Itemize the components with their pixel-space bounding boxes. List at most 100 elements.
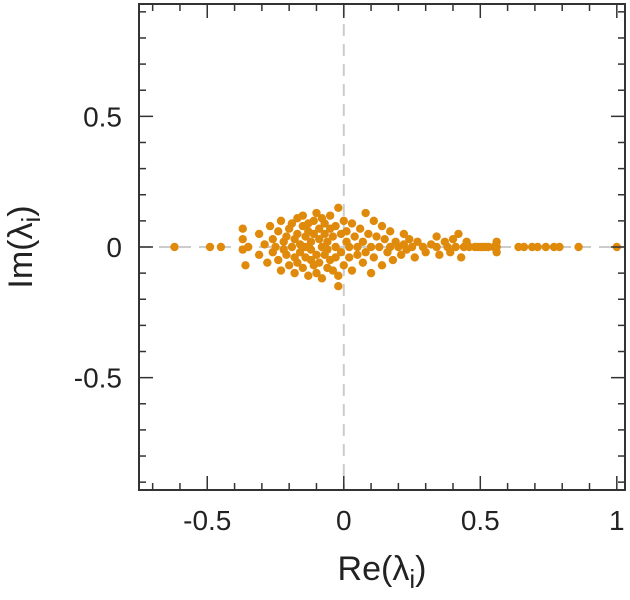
data-point bbox=[244, 242, 253, 252]
data-point bbox=[410, 253, 419, 262]
data-point bbox=[339, 261, 348, 270]
data-point bbox=[432, 232, 441, 241]
data-point bbox=[435, 250, 444, 260]
data-point bbox=[446, 248, 455, 257]
data-point bbox=[309, 229, 318, 239]
y-axis-title-subscript: i bbox=[16, 217, 46, 223]
data-point bbox=[295, 248, 305, 257]
data-point bbox=[345, 253, 354, 262]
data-point bbox=[364, 229, 373, 239]
data-point bbox=[282, 250, 291, 260]
data-point bbox=[328, 232, 338, 241]
data-point bbox=[241, 261, 250, 270]
data-point bbox=[268, 234, 277, 244]
data-point bbox=[456, 253, 466, 262]
data-point bbox=[372, 232, 381, 241]
data-point bbox=[347, 219, 357, 228]
data-point bbox=[331, 242, 340, 252]
data-point bbox=[358, 237, 368, 246]
data-point bbox=[369, 216, 379, 226]
data-point bbox=[315, 234, 324, 244]
data-point bbox=[293, 258, 302, 267]
data-point bbox=[366, 268, 376, 278]
data-point bbox=[320, 219, 329, 228]
data-point bbox=[323, 237, 332, 246]
data-point bbox=[385, 242, 395, 252]
y-tick-label: -0.5 bbox=[74, 363, 122, 394]
data-point bbox=[361, 248, 370, 257]
data-point bbox=[399, 229, 409, 239]
data-point bbox=[312, 208, 321, 218]
data-point bbox=[345, 242, 354, 252]
data-point bbox=[315, 224, 324, 233]
data-point bbox=[309, 216, 318, 226]
x-tick-label: 0 bbox=[336, 505, 352, 536]
data-point bbox=[265, 221, 275, 231]
data-point bbox=[432, 242, 441, 252]
data-point bbox=[287, 242, 297, 252]
data-point bbox=[298, 211, 308, 220]
data-point bbox=[350, 232, 359, 241]
x-tick-label: 1 bbox=[609, 505, 625, 536]
data-point bbox=[396, 250, 406, 260]
data-point bbox=[331, 253, 340, 262]
data-point bbox=[451, 242, 460, 252]
data-points bbox=[170, 203, 622, 291]
data-point bbox=[238, 224, 247, 233]
data-point bbox=[339, 216, 348, 226]
data-point bbox=[205, 242, 215, 252]
data-point bbox=[216, 242, 226, 252]
data-point bbox=[274, 255, 283, 265]
plot-frame bbox=[138, 3, 626, 491]
y-axis-title-prefix: Im( bbox=[2, 239, 40, 289]
data-point bbox=[331, 221, 340, 231]
data-point bbox=[334, 203, 343, 213]
data-point bbox=[448, 234, 458, 244]
y-tick-label: 0.5 bbox=[83, 101, 122, 132]
data-point bbox=[380, 234, 389, 244]
data-point bbox=[377, 261, 387, 270]
x-tick-label: -0.5 bbox=[183, 505, 231, 536]
data-point bbox=[533, 242, 542, 252]
data-point bbox=[298, 263, 308, 273]
data-point bbox=[334, 281, 343, 291]
y-axis-title: Im(λi) bbox=[2, 205, 46, 288]
data-point bbox=[287, 219, 297, 228]
data-point bbox=[454, 229, 463, 239]
y-axis-title-suffix: ) bbox=[2, 205, 40, 216]
data-point bbox=[254, 229, 264, 239]
data-point bbox=[290, 268, 299, 278]
data-point bbox=[519, 242, 529, 252]
data-point bbox=[323, 245, 332, 254]
data-point bbox=[293, 229, 302, 239]
data-point bbox=[306, 245, 316, 254]
x-tick-label: 0.5 bbox=[461, 505, 500, 536]
data-point bbox=[263, 258, 272, 267]
data-point bbox=[306, 237, 316, 246]
data-point bbox=[413, 237, 422, 246]
x-axis-title: Re(λi) bbox=[338, 550, 427, 594]
data-point bbox=[238, 234, 247, 244]
data-point bbox=[421, 248, 430, 257]
x-axis-title-suffix: ) bbox=[415, 550, 426, 588]
data-point bbox=[353, 250, 362, 260]
data-point bbox=[336, 248, 346, 257]
data-point bbox=[377, 221, 387, 231]
data-point bbox=[312, 268, 321, 278]
data-point bbox=[353, 242, 362, 252]
x-axis-title-prefix: Re( bbox=[338, 550, 393, 588]
data-point bbox=[541, 242, 551, 252]
data-point bbox=[260, 240, 269, 249]
data-point bbox=[405, 234, 414, 244]
data-point bbox=[276, 266, 286, 275]
data-point bbox=[325, 211, 335, 220]
x-axis-title-symbol: λ bbox=[392, 550, 409, 588]
data-point bbox=[170, 242, 179, 252]
data-point bbox=[334, 271, 343, 280]
data-point bbox=[555, 242, 564, 252]
data-point bbox=[347, 266, 357, 275]
data-point bbox=[342, 227, 351, 236]
data-point bbox=[355, 224, 365, 233]
